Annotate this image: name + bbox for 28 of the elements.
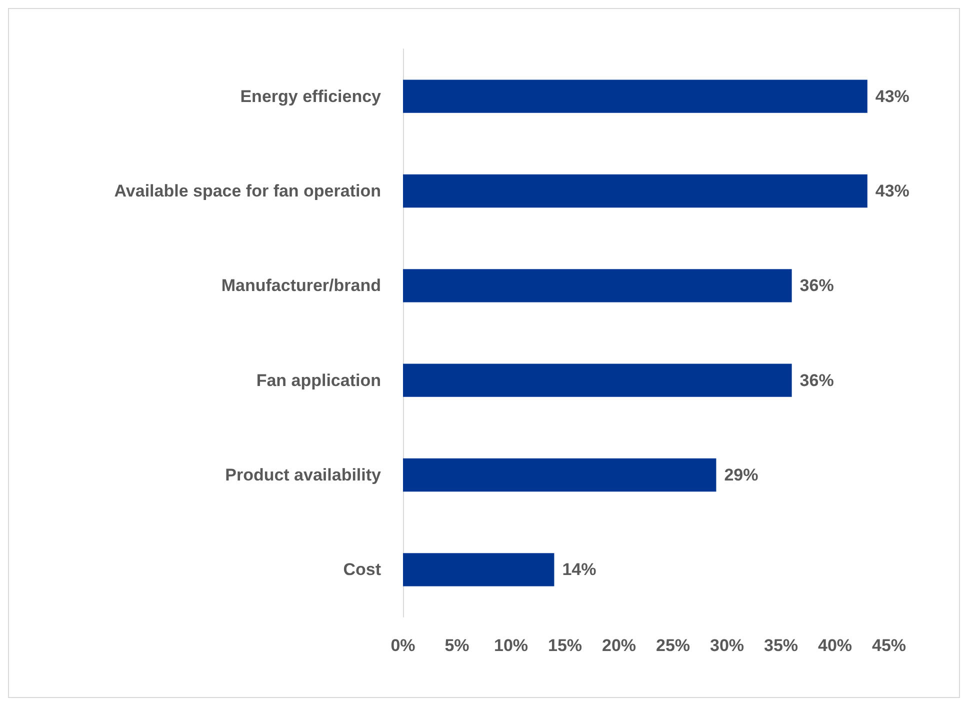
x-tick-label: 25% [656, 636, 690, 655]
bar [403, 80, 868, 113]
x-tick-label: 45% [872, 636, 906, 655]
y-tick-label: Available space for fan operation [114, 182, 381, 200]
x-tick-label: 30% [710, 636, 744, 655]
data-label: 43% [875, 182, 910, 200]
y-tick-label: Manufacturer/brand [221, 276, 381, 296]
y-tick-label: Product availability [225, 466, 382, 484]
data-label: 36% [800, 276, 834, 296]
bar [403, 269, 792, 302]
y-tick-label: Cost [343, 560, 382, 580]
data-label: 14% [562, 560, 596, 580]
x-tick-label: 5% [444, 636, 470, 655]
x-tick-label: 15% [548, 636, 582, 655]
data-label: 36% [800, 370, 834, 390]
bar [403, 364, 792, 397]
x-tick-label: 0% [390, 636, 416, 655]
x-tick-label: 35% [764, 636, 798, 655]
x-tick-label: 20% [602, 636, 636, 655]
y-tick-label: Fan application [256, 370, 381, 390]
x-tick-label: 10% [494, 636, 528, 655]
data-label: 29% [724, 466, 758, 484]
y-tick-label: Energy efficiency [240, 86, 382, 106]
x-tick-label: 40% [818, 636, 852, 655]
bar [403, 553, 554, 586]
bar [403, 174, 868, 208]
data-label: 43% [875, 86, 910, 106]
bar [403, 458, 716, 492]
